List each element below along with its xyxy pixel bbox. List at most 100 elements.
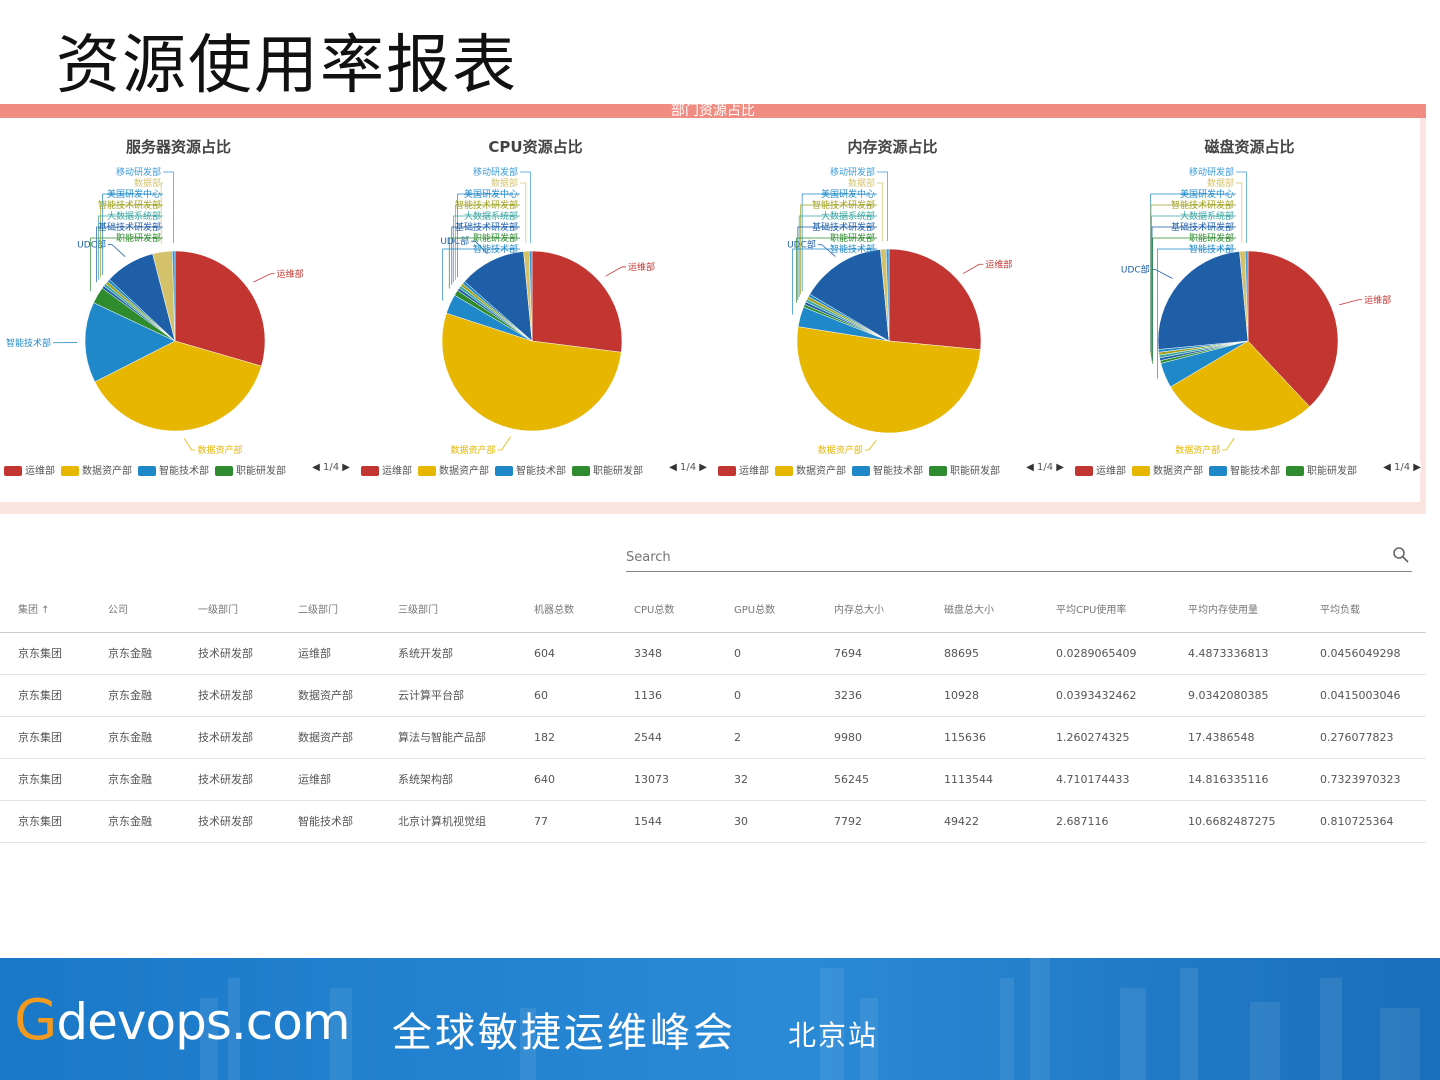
legend-item[interactable]: 智能技术部 (495, 462, 566, 477)
pie-chart-cpu: CPU资源占比 运维部 数据资产部 UDC部 移动研发部 数据部 美国研发中心 智能技术研发… (357, 118, 714, 502)
pie-label: UDC部 (1121, 264, 1150, 276)
resource-table: 集团 ↑ 公司 一级部门 二级部门 三级部门 机器总数 CPU总数 GPU总数 内存总大小 磁盘总… (0, 586, 1426, 843)
pie-label-line (497, 436, 511, 451)
legend-item[interactable]: 运维部 (361, 462, 412, 477)
table-row[interactable]: 京东集团 京东金融 技术研发部 运维部 系统开发部 604 3348 0 7694 88695 0.… (0, 632, 1426, 675)
table-row[interactable]: 京东集团 京东金融 技术研发部 运维部 系统架构部 640 13073 32 56245 1113… (0, 758, 1426, 801)
column-header[interactable]: 内存总大小 (816, 586, 926, 633)
table-cell: 17.4386548 (1170, 716, 1302, 759)
column-header[interactable]: 集团 ↑ (0, 586, 90, 633)
legend-page-indicator: 1/4 (1394, 462, 1411, 473)
column-header[interactable]: 机器总数 (516, 586, 616, 633)
table-cell: 技术研发部 (180, 758, 280, 801)
legend-item[interactable]: 职能研发部 (929, 462, 1000, 477)
legend-next-icon[interactable]: ▶ (1410, 462, 1421, 473)
table-row[interactable]: 京东集团 京东金融 技术研发部 智能技术部 北京计算机视觉组 77 1544 30 7792 49… (0, 800, 1426, 843)
pie-slice[interactable] (1247, 250, 1339, 407)
skyline-illustration (200, 958, 1420, 1080)
pie-label: UDC部 (440, 235, 469, 247)
column-header[interactable]: 磁盘总大小 (926, 586, 1038, 633)
pie-label-line (1157, 248, 1236, 379)
table-cell: 4.710174433 (1038, 758, 1170, 801)
legend-label: 职能研发部 (1307, 466, 1357, 477)
legend-item[interactable]: 运维部 (4, 462, 55, 477)
column-header[interactable]: 平均内存使用量 (1170, 586, 1302, 633)
table-cell: 1544 (616, 800, 716, 843)
legend-item[interactable]: 智能技术部 (138, 462, 209, 477)
pie-slice[interactable] (174, 250, 266, 367)
table-cell: 京东金融 (90, 800, 180, 843)
legend-swatch (852, 466, 870, 476)
table-cell: 0.0456049298 (1302, 632, 1426, 675)
table-cell: 数据资产部 (280, 716, 380, 759)
legend-item[interactable]: 数据资产部 (418, 462, 489, 477)
pie-slice[interactable] (528, 250, 533, 342)
legend-item[interactable]: 数据资产部 (1132, 462, 1203, 477)
pie-slice[interactable] (441, 312, 622, 432)
table-row[interactable]: 京东集团 京东金融 技术研发部 数据资产部 云计算平台部 60 1136 0 3236 10928… (0, 674, 1426, 717)
legend-item[interactable]: 智能技术部 (1209, 462, 1280, 477)
pie-label: 职能研发部 (473, 232, 518, 244)
pie-label-line (1150, 204, 1236, 355)
search-icon[interactable] (1392, 546, 1410, 564)
table-cell: 京东金融 (90, 716, 180, 759)
pie-slice[interactable] (809, 249, 890, 342)
pie-label-line (877, 171, 888, 242)
legend-item[interactable]: 运维部 (1075, 462, 1126, 477)
pie-slice[interactable] (531, 250, 623, 353)
column-header[interactable]: 平均负载 (1302, 586, 1426, 633)
pie-slice[interactable] (84, 302, 176, 383)
pie-slice[interactable] (171, 250, 176, 342)
legend-item[interactable]: 智能技术部 (852, 462, 923, 477)
column-header[interactable]: 三级部门 (380, 586, 516, 633)
table-row[interactable]: 京东集团 京东金融 技术研发部 数据资产部 算法与智能产品部 182 2544 2 9980 11… (0, 716, 1426, 759)
column-header[interactable]: GPU总数 (716, 586, 816, 633)
pie-chart-server: 服务器资源占比 运维部 数据资产部 智能技术部 UDC部 移动研发部 数据部 美国研发中心智… (0, 118, 357, 502)
legend-next-icon[interactable]: ▶ (696, 462, 707, 473)
pie-chart-disk: 磁盘资源占比 运维部 数据资产部 UDC部 移动研发部 数据部 美国研发中心 智能技术研发部… (1071, 118, 1428, 502)
table-cell: 系统架构部 (380, 758, 516, 801)
pie-slice[interactable] (94, 340, 262, 432)
legend-item[interactable]: 运维部 (718, 462, 769, 477)
table-cell: 182 (516, 716, 616, 759)
legend-item[interactable]: 职能研发部 (572, 462, 643, 477)
legend-prev-icon[interactable]: ◀ (1383, 462, 1395, 473)
column-header[interactable]: 一级部门 (180, 586, 280, 633)
pie-label-line (1151, 215, 1236, 358)
column-header[interactable]: 平均CPU使用率 (1038, 586, 1170, 633)
legend-item[interactable]: 职能研发部 (215, 462, 286, 477)
pie-label: 职能研发部 (830, 232, 875, 244)
pie-label-line (451, 226, 520, 285)
pie-slice[interactable] (888, 248, 982, 350)
pie-slice[interactable] (1170, 340, 1310, 432)
pie-slice[interactable] (1244, 250, 1249, 342)
pie-label-line (864, 439, 877, 451)
table-card: 集团 ↑公司一级部门二级部门三级部门机器总数CPU总数GPU总数内存总大小磁盘总… (0, 514, 1426, 843)
brand-logo-g: G (14, 988, 57, 1053)
legend-next-icon[interactable]: ▶ (339, 462, 350, 473)
column-header[interactable]: 公司 (90, 586, 180, 633)
pie-label-line (1150, 193, 1236, 352)
legend-prev-icon[interactable]: ◀ (669, 462, 681, 473)
legend-label: 智能技术部 (159, 466, 209, 477)
legend-item[interactable]: 数据资产部 (61, 462, 132, 477)
legend-prev-icon[interactable]: ◀ (1026, 462, 1038, 473)
legend-next-icon[interactable]: ▶ (1053, 462, 1064, 473)
legend-pager: ◀ 1/4 ▶ (666, 462, 707, 473)
column-header[interactable]: 二级部门 (280, 586, 380, 633)
pie-slice[interactable] (464, 251, 533, 342)
pie-slice[interactable] (885, 248, 890, 342)
legend-swatch (215, 466, 233, 476)
search-input[interactable] (626, 546, 1366, 568)
pie-label: 美国研发中心 (464, 188, 518, 200)
pie-slice[interactable] (1157, 251, 1249, 350)
legend-item[interactable]: 数据资产部 (775, 462, 846, 477)
pie-slice[interactable] (796, 326, 981, 434)
legend-label: 职能研发部 (950, 466, 1000, 477)
column-header[interactable]: CPU总数 (616, 586, 716, 633)
pie-label: 智能技术研发部 (812, 199, 875, 211)
legend-prev-icon[interactable]: ◀ (312, 462, 324, 473)
legend-item[interactable]: 职能研发部 (1286, 462, 1357, 477)
